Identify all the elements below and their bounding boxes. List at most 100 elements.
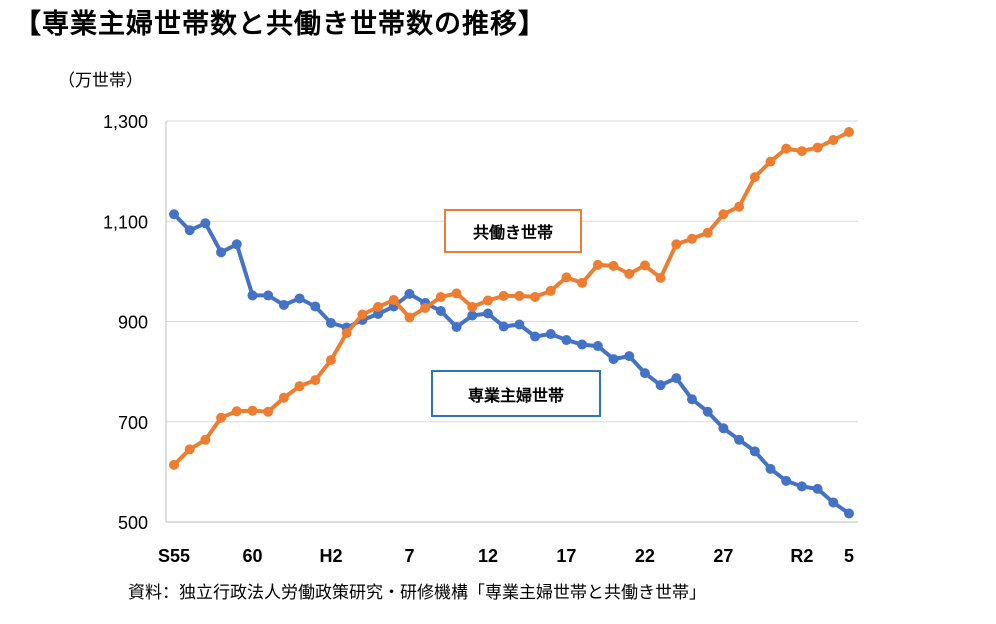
data-point <box>812 142 823 153</box>
data-point <box>561 335 572 346</box>
data-point <box>608 354 619 365</box>
x-tick-label: 22 <box>635 546 655 566</box>
data-point <box>467 301 478 312</box>
data-point <box>734 201 745 212</box>
data-point <box>545 285 556 296</box>
data-point <box>482 295 493 306</box>
data-point <box>577 339 588 350</box>
data-point <box>828 497 839 508</box>
data-point <box>435 291 446 302</box>
data-point <box>844 508 854 519</box>
source-note: 資料：独立行政法人労働政策研究・研修機構「専業主婦世帯と共働き世帯」 <box>128 583 706 603</box>
data-point <box>655 380 666 391</box>
data-point <box>373 301 384 312</box>
data-point <box>435 305 446 316</box>
data-point <box>200 218 211 229</box>
x-tick-label: S55 <box>158 546 190 566</box>
data-point <box>828 135 839 146</box>
data-point <box>639 260 650 271</box>
data-point <box>451 322 462 333</box>
series-dual-income <box>169 127 854 470</box>
data-point <box>184 444 195 455</box>
data-point <box>247 405 258 416</box>
y-tick-label: 1,100 <box>103 212 148 232</box>
data-point <box>310 301 321 312</box>
data-point <box>404 312 415 323</box>
data-point <box>467 310 478 321</box>
x-tick-label: 12 <box>478 546 498 566</box>
y-tick-label: 700 <box>118 413 148 433</box>
y-tick-label: 500 <box>118 513 148 533</box>
series-label-housewife: 専業主婦世帯 <box>431 370 601 417</box>
y-tick-label: 900 <box>118 313 148 333</box>
chart-title: 【専業主婦世帯数と共働き世帯数の推移】 <box>14 9 546 40</box>
x-tick-label: H2 <box>319 546 342 566</box>
data-point <box>671 239 682 250</box>
data-point <box>357 309 368 320</box>
data-point <box>655 272 666 283</box>
data-point <box>169 459 179 470</box>
data-point <box>718 423 729 434</box>
y-axis-ticks: 1,300 1,100 900 700 500 <box>103 112 148 533</box>
data-point <box>325 355 336 366</box>
data-point <box>765 156 776 167</box>
data-point <box>373 308 384 319</box>
data-point <box>200 434 211 445</box>
data-point <box>718 209 729 220</box>
data-point <box>687 233 698 244</box>
data-point <box>749 172 760 183</box>
data-point <box>231 406 242 417</box>
data-point <box>812 483 823 494</box>
data-point <box>796 481 807 492</box>
data-point <box>341 328 352 339</box>
data-point <box>687 394 698 405</box>
data-point <box>231 239 242 250</box>
x-tick-label: 27 <box>713 546 733 566</box>
data-point <box>294 293 305 304</box>
data-point <box>451 288 462 299</box>
data-point <box>404 288 415 299</box>
data-point <box>671 373 682 384</box>
data-point <box>577 277 588 288</box>
data-point <box>247 290 258 301</box>
data-point <box>702 227 713 238</box>
data-point <box>702 406 713 417</box>
data-point <box>592 259 603 270</box>
data-point <box>545 329 556 340</box>
data-point <box>420 302 431 313</box>
data-point <box>216 247 227 258</box>
data-point <box>592 341 603 352</box>
data-point <box>514 319 525 330</box>
data-point <box>294 381 305 392</box>
data-point <box>498 290 509 301</box>
data-point <box>844 127 854 138</box>
x-tick-label: 7 <box>404 546 414 566</box>
data-point <box>530 331 541 342</box>
x-axis-ticks: S55 60 H2 7 12 17 22 27 R2 5 <box>158 546 854 566</box>
data-point <box>388 294 399 305</box>
data-point <box>749 446 760 457</box>
data-point <box>325 318 336 329</box>
data-point <box>561 272 572 283</box>
series-housewife <box>169 209 854 519</box>
x-tick-label: 17 <box>556 546 576 566</box>
x-tick-label: 60 <box>242 546 262 566</box>
data-point <box>514 290 525 301</box>
data-point <box>498 321 509 332</box>
data-point <box>263 406 274 417</box>
y-tick-label: 1,300 <box>103 112 148 132</box>
data-point <box>734 434 745 445</box>
data-point <box>278 392 289 403</box>
data-point <box>781 143 792 154</box>
data-point <box>169 209 179 220</box>
data-point <box>216 412 227 423</box>
data-point <box>530 291 541 302</box>
data-point <box>278 299 289 310</box>
series-line <box>172 212 851 516</box>
y-axis-unit-label: （万世帯） <box>58 71 143 91</box>
data-point <box>310 375 321 386</box>
data-point <box>639 368 650 379</box>
data-point <box>184 225 195 236</box>
x-tick-label: 5 <box>844 546 854 566</box>
